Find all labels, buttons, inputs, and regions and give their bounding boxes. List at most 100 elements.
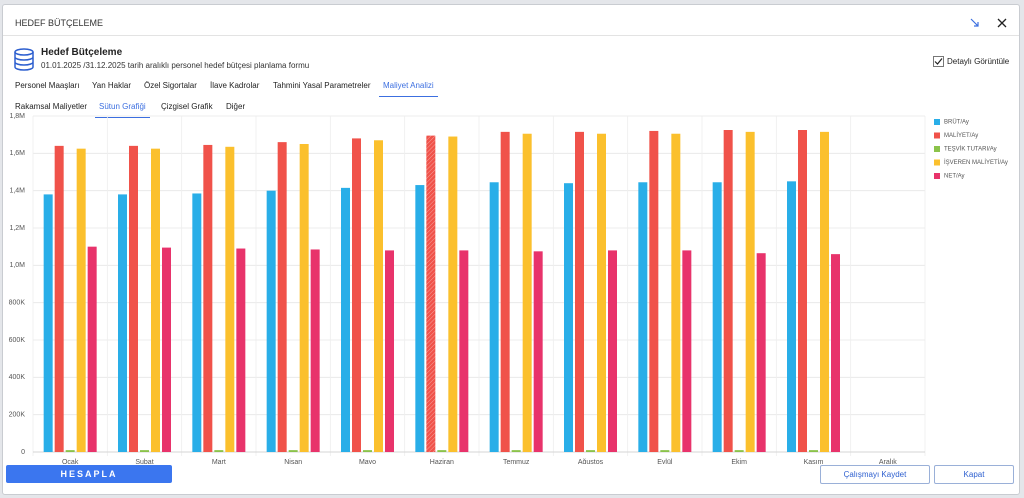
bar	[310, 249, 320, 452]
checkbox[interactable]	[933, 56, 944, 67]
y-tick-label: 200K	[9, 412, 26, 419]
bar	[363, 450, 372, 452]
bar	[564, 183, 573, 452]
y-tick-label: 1,4M	[9, 188, 25, 195]
bar	[266, 190, 276, 452]
legend-label: İŞVEREN MALİYETİ/Ay	[944, 159, 1008, 166]
tab[interactable]: İlave Kadrolar	[210, 81, 260, 90]
bar	[299, 144, 309, 452]
bar	[288, 450, 298, 452]
bar	[511, 450, 521, 452]
bar	[65, 450, 75, 452]
x-tick-label: Mayo	[359, 459, 376, 464]
bar	[426, 135, 436, 452]
bar	[162, 247, 171, 452]
x-tick-label: Ağustos	[578, 459, 604, 464]
bar	[341, 187, 350, 452]
bar	[820, 131, 829, 452]
save-button[interactable]: Çalışmayı Kaydet	[820, 465, 930, 484]
bar	[374, 140, 383, 452]
legend-label: NET/Ay	[944, 174, 965, 180]
bar	[522, 133, 532, 452]
bar	[756, 253, 766, 452]
x-tick-label: Nisan	[284, 459, 302, 464]
bar	[831, 254, 840, 452]
bar	[118, 194, 127, 452]
bar	[712, 182, 722, 452]
bar	[76, 148, 86, 452]
bar	[277, 142, 287, 452]
legend-swatch	[934, 173, 940, 179]
tab[interactable]: Maliyet Analizi	[379, 81, 438, 97]
bar	[671, 133, 681, 452]
header-subtitle: 01.01.2025 /31.12.2025 tarih aralıklı pe…	[41, 61, 310, 70]
x-tick-label: Şubat	[135, 459, 153, 464]
window-controls[interactable]	[969, 17, 1013, 29]
x-tick-label: Eylül	[657, 459, 673, 464]
legend-label: TEŞVİK TUTARI/Ay	[944, 146, 997, 153]
y-tick-label: 1,2M	[9, 225, 25, 232]
header-icon	[14, 48, 34, 71]
bar	[500, 131, 510, 452]
x-tick-label: Temmuz	[503, 459, 530, 464]
x-tick-label: Aralık	[879, 459, 897, 464]
bar	[734, 450, 744, 452]
bar	[723, 130, 733, 452]
bar	[214, 450, 224, 452]
y-tick-label: 0	[21, 449, 25, 456]
bar	[489, 182, 499, 452]
bar	[798, 130, 807, 452]
tab[interactable]: Yan Haklar	[92, 81, 131, 90]
legend-label: BRÜT/Ay	[944, 119, 969, 126]
bar	[448, 136, 458, 452]
bar	[809, 450, 818, 452]
subtab[interactable]: Çizgisel Grafik	[161, 102, 213, 111]
bar	[787, 181, 796, 452]
bar	[586, 450, 595, 452]
bar	[352, 138, 361, 452]
bar	[236, 248, 246, 452]
y-tick-label: 1,6M	[9, 150, 25, 157]
bar	[192, 193, 202, 452]
bar	[597, 133, 606, 452]
subtab[interactable]: Rakamsal Maliyetler	[15, 102, 88, 111]
tab[interactable]: Personel Maaşları	[15, 81, 80, 90]
legend-swatch	[934, 119, 940, 125]
checkbox-label[interactable]: Detaylı Görüntüle	[947, 57, 1010, 66]
legend-label: MALİYET/Ay	[944, 132, 978, 139]
chart: 0 200K 400K 600K 800K 1,0M 1,2M 1,4M 1,6M 1,8M Oca…	[9, 113, 1008, 464]
calculate-button[interactable]: HESAPLA	[6, 465, 172, 483]
tab[interactable]: Tahmini Yasal Parametreler	[273, 81, 371, 90]
bar	[225, 146, 235, 453]
subtab[interactable]: Diğer	[226, 102, 246, 111]
legend-swatch	[934, 146, 940, 152]
bar	[608, 250, 617, 452]
tab[interactable]: Özel Sigortalar	[144, 81, 197, 90]
bar	[87, 246, 97, 452]
bar	[129, 145, 138, 452]
bar	[660, 450, 670, 452]
bar	[415, 185, 425, 453]
y-tick-label: 1,0M	[9, 262, 25, 269]
bar	[533, 251, 543, 452]
bar	[437, 450, 447, 452]
x-tick-label: Ekim	[731, 459, 747, 464]
bar	[575, 131, 584, 452]
legend-swatch	[934, 159, 940, 166]
bar	[745, 131, 755, 452]
y-tick-label: 1,8M	[9, 113, 25, 120]
window-title: HEDEF BÜTÇELEME	[15, 18, 104, 28]
y-tick-label: 400K	[9, 374, 26, 381]
close-button[interactable]: Kapat	[934, 465, 1014, 484]
bar	[140, 450, 149, 452]
bar	[203, 144, 213, 452]
x-tick-label: Ocak	[62, 459, 79, 464]
subtab[interactable]: Sütun Grafiği	[95, 102, 150, 118]
bar	[638, 182, 648, 452]
bar	[43, 194, 53, 452]
y-tick-label: 800K	[9, 300, 26, 307]
legend-swatch	[934, 132, 940, 139]
bar	[649, 130, 659, 452]
x-tick-label: Mart	[212, 459, 226, 464]
